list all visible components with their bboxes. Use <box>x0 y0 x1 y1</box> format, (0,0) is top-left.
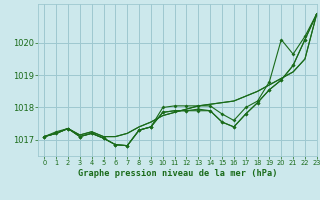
X-axis label: Graphe pression niveau de la mer (hPa): Graphe pression niveau de la mer (hPa) <box>78 169 277 178</box>
